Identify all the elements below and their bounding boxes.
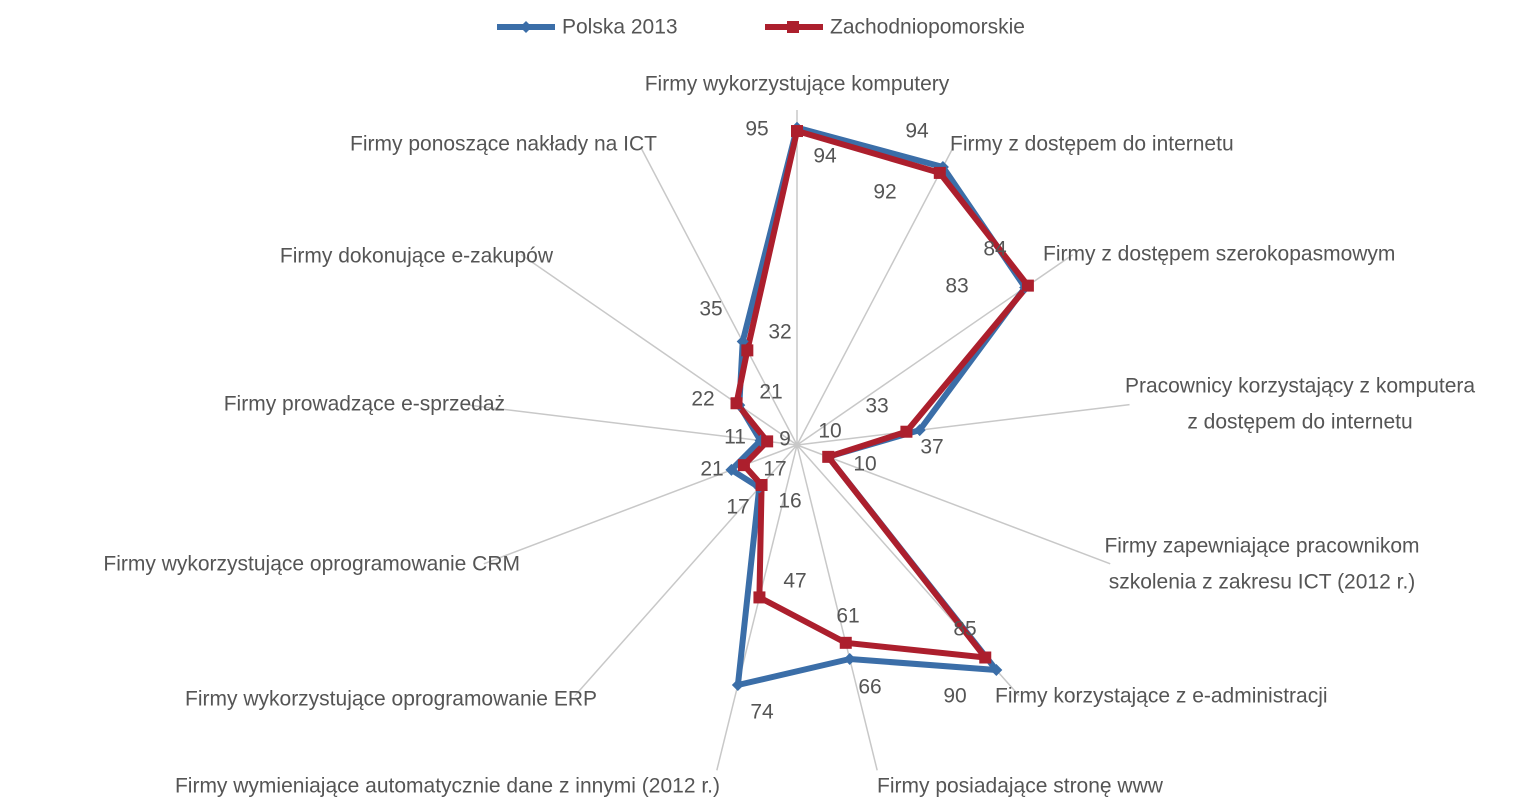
axis-line <box>796 444 1111 565</box>
marker <box>725 463 738 476</box>
value-label: 16 <box>778 490 801 513</box>
marker <box>1021 279 1034 292</box>
axis-line <box>796 444 878 771</box>
category-label: Firmy wykorzystujące komputery <box>645 73 950 96</box>
value-label: 37 <box>920 436 943 459</box>
series-line <box>733 128 1031 661</box>
marker <box>933 166 946 179</box>
marker <box>791 125 803 138</box>
value-label: 92 <box>873 181 896 204</box>
marker <box>990 664 1003 677</box>
category-label: Firmy wykorzystujące oprogramowanie CRM <box>103 553 520 576</box>
marker <box>753 591 766 604</box>
category-label: z dostępem do internetu <box>1187 411 1412 434</box>
legend-label: Polska 2013 <box>562 16 678 39</box>
axis-line <box>716 444 798 771</box>
value-label: 11 <box>724 426 746 449</box>
category-label: Pracownicy korzystający z komputera <box>1125 375 1475 398</box>
value-label: 85 <box>953 618 976 641</box>
marker <box>900 425 913 438</box>
category-label: Firmy wymieniające automatycznie dane z … <box>175 775 720 798</box>
legend-marker <box>520 21 532 33</box>
legend-label: Zachodniopomorskie <box>830 16 1025 39</box>
value-label: 90 <box>943 685 966 708</box>
category-label: Firmy prowadzące e-sprzedaż <box>224 393 505 416</box>
marker <box>730 397 743 410</box>
category-label: Firmy z dostępem szerokopasmowym <box>1043 243 1395 266</box>
value-label: 47 <box>783 570 806 593</box>
axis-line <box>640 148 798 446</box>
category-label: Firmy korzystające z e-administracji <box>995 685 1328 708</box>
value-label: 10 <box>818 420 841 443</box>
value-label: 35 <box>699 298 722 321</box>
value-label: 17 <box>763 458 786 481</box>
category-label: Firmy zapewniające pracownikom <box>1104 535 1419 558</box>
marker <box>731 678 744 691</box>
category-label: Firmy dokonujące e-zakupów <box>280 245 554 268</box>
value-label: 22 <box>691 388 714 411</box>
value-label: 21 <box>759 381 782 404</box>
axis-line <box>520 254 798 446</box>
value-label: 95 <box>745 118 768 141</box>
marker <box>822 450 835 463</box>
value-label: 94 <box>813 145 837 168</box>
category-label: Firmy z dostępem do internetu <box>950 133 1234 156</box>
value-label: 94 <box>905 120 929 143</box>
marker <box>741 344 754 357</box>
value-label: 83 <box>945 275 968 298</box>
category-label: Firmy posiadające stronę www <box>877 775 1164 798</box>
axis-line <box>796 403 1130 446</box>
value-label: 66 <box>858 676 881 699</box>
value-label: 74 <box>750 701 774 724</box>
value-label: 84 <box>983 238 1007 261</box>
marker <box>737 459 750 472</box>
axis-line <box>796 148 954 446</box>
value-label: 61 <box>836 605 859 628</box>
marker <box>755 479 768 492</box>
value-label: 32 <box>768 321 791 344</box>
value-label: 10 <box>853 453 876 476</box>
marker <box>839 636 852 649</box>
axis-line <box>464 403 798 446</box>
category-label: Firmy wykorzystujące oprogramowanie ERP <box>185 688 597 711</box>
marker <box>913 424 926 437</box>
marker <box>843 653 856 666</box>
category-label: szkolenia z zakresu ICT (2012 r.) <box>1109 571 1416 594</box>
legend-marker <box>787 21 799 33</box>
marker <box>761 435 774 448</box>
value-label: 33 <box>865 395 888 418</box>
value-label: 17 <box>726 496 749 519</box>
marker <box>979 651 992 664</box>
category-label: Firmy ponoszące nakłady na ICT <box>350 133 657 156</box>
value-label: 21 <box>700 458 723 481</box>
value-label: 9 <box>779 428 791 451</box>
